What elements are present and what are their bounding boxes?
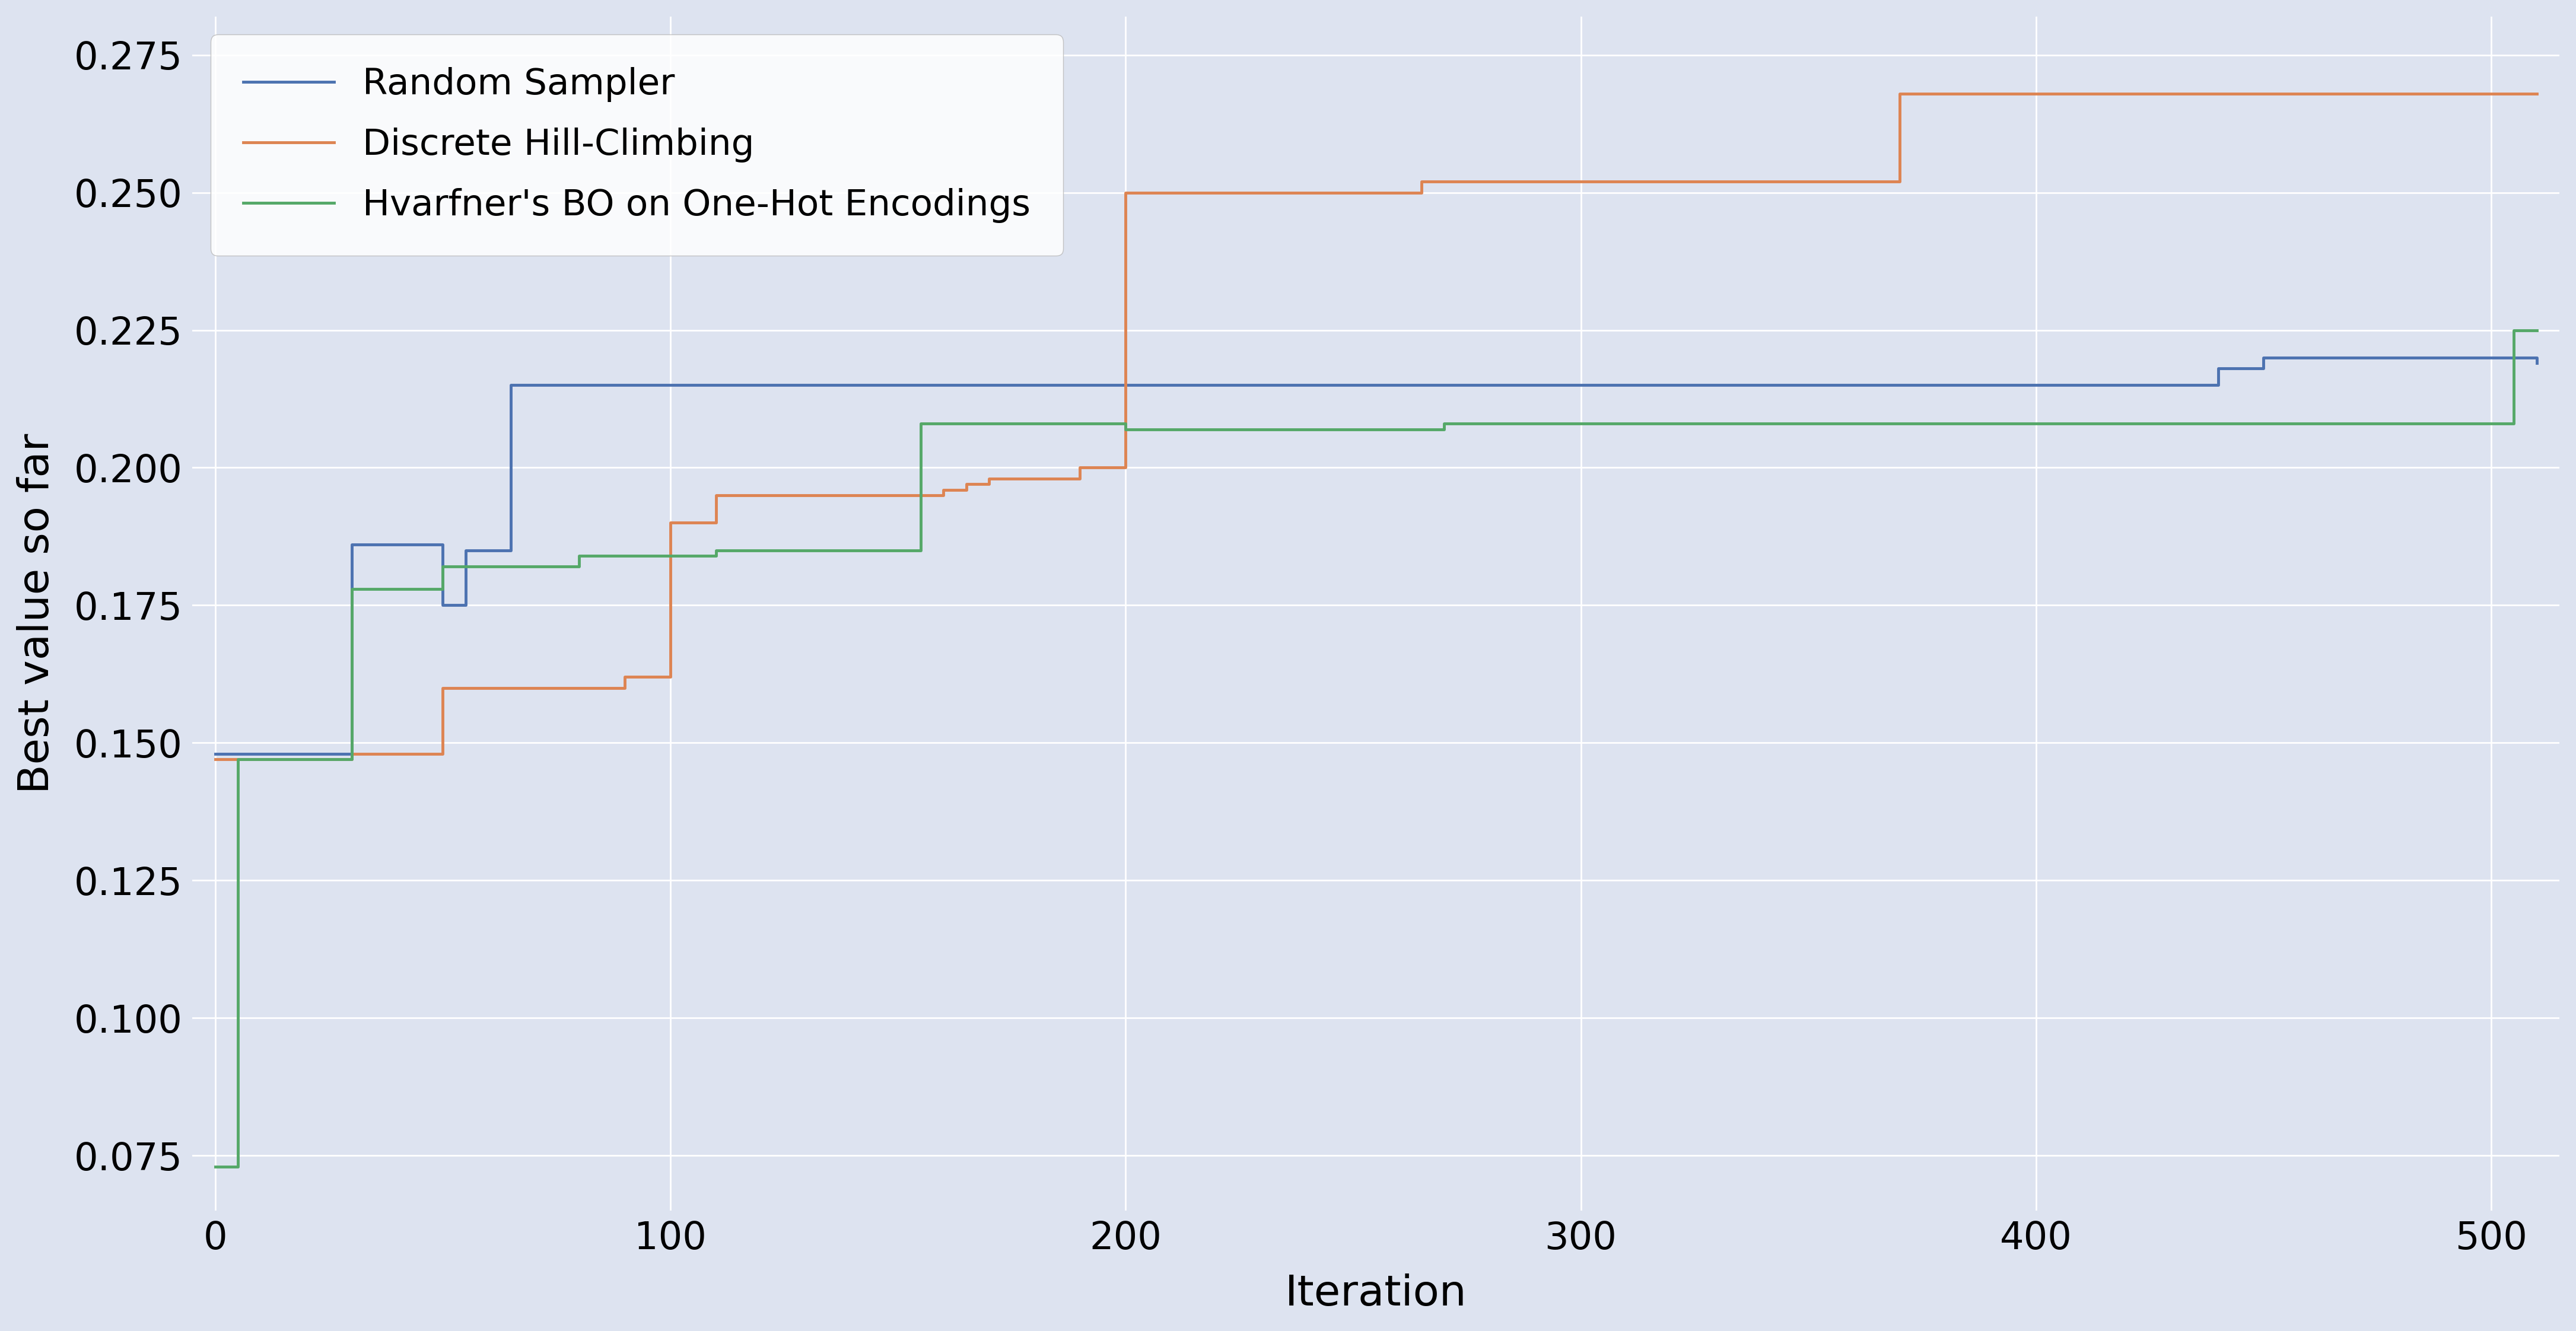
Hvarfner's BO on One-Hot Encodings (222, 751, 252, 767)
Hvarfner's BO on One-Hot Encodings (2522, 322, 2553, 338)
Discrete Hill-Climbing (201, 751, 232, 767)
Random Sampler (451, 542, 482, 558)
Discrete Hill-Climbing (1110, 185, 1141, 201)
Legend: Random Sampler, Discrete Hill-Climbing, Hvarfner's BO on One-Hot Encodings: Random Sampler, Discrete Hill-Climbing, … (211, 35, 1064, 256)
Hvarfner's BO on One-Hot Encodings (2249, 415, 2280, 431)
Discrete Hill-Climbing (428, 680, 459, 696)
Hvarfner's BO on One-Hot Encodings (1430, 415, 1461, 431)
Hvarfner's BO on One-Hot Encodings (701, 542, 732, 558)
Discrete Hill-Climbing (927, 482, 958, 498)
Y-axis label: Best value so far: Best value so far (15, 434, 57, 793)
Random Sampler (1430, 377, 1461, 393)
Discrete Hill-Climbing (701, 487, 732, 503)
Discrete Hill-Climbing (951, 476, 981, 492)
Discrete Hill-Climbing (611, 668, 641, 684)
Random Sampler (2202, 361, 2233, 377)
Line: Random Sampler: Random Sampler (216, 358, 2537, 753)
Random Sampler (495, 377, 526, 393)
Line: Discrete Hill-Climbing: Discrete Hill-Climbing (216, 93, 2537, 759)
Random Sampler (201, 745, 232, 761)
Line: Hvarfner's BO on One-Hot Encodings: Hvarfner's BO on One-Hot Encodings (216, 330, 2537, 1166)
Hvarfner's BO on One-Hot Encodings (201, 1158, 232, 1174)
Hvarfner's BO on One-Hot Encodings (904, 415, 935, 431)
X-axis label: Iteration: Iteration (1285, 1274, 1466, 1315)
Discrete Hill-Climbing (974, 471, 1005, 487)
Hvarfner's BO on One-Hot Encodings (428, 559, 459, 575)
Random Sampler (337, 536, 368, 552)
Discrete Hill-Climbing (1406, 173, 1437, 189)
Discrete Hill-Climbing (1064, 459, 1095, 475)
Discrete Hill-Climbing (654, 515, 685, 531)
Random Sampler (2249, 350, 2280, 366)
Hvarfner's BO on One-Hot Encodings (564, 548, 595, 564)
Hvarfner's BO on One-Hot Encodings (1110, 421, 1141, 437)
Hvarfner's BO on One-Hot Encodings (2499, 322, 2530, 338)
Random Sampler (2522, 355, 2553, 371)
Discrete Hill-Climbing (1883, 85, 1914, 101)
Random Sampler (428, 598, 459, 614)
Hvarfner's BO on One-Hot Encodings (337, 580, 368, 596)
Discrete Hill-Climbing (2522, 85, 2553, 101)
Discrete Hill-Climbing (337, 745, 368, 761)
Random Sampler (747, 377, 778, 393)
